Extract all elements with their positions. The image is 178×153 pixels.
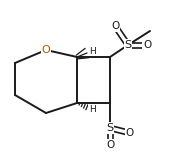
Text: H: H bbox=[89, 104, 95, 114]
Text: S: S bbox=[106, 123, 114, 133]
Text: H: H bbox=[89, 47, 95, 56]
Text: O: O bbox=[42, 45, 50, 55]
Text: O: O bbox=[143, 40, 151, 50]
Text: O: O bbox=[106, 140, 114, 150]
Text: O: O bbox=[126, 128, 134, 138]
Text: S: S bbox=[124, 40, 132, 50]
Text: O: O bbox=[111, 21, 119, 31]
